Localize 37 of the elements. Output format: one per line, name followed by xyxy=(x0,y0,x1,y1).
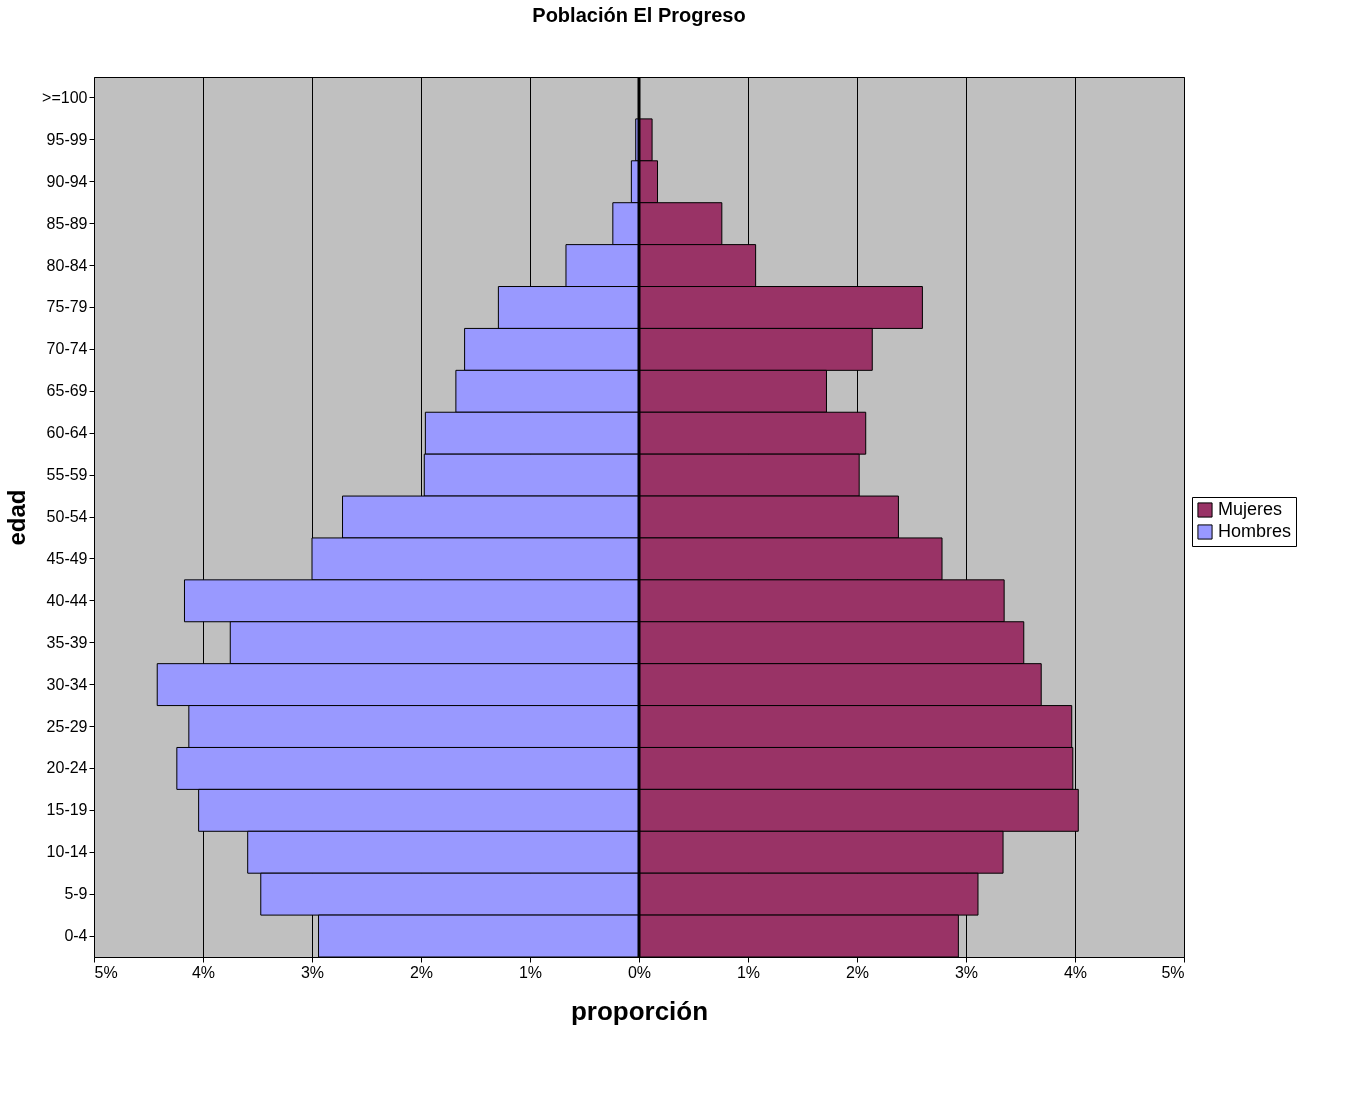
x-tick-label: 4% xyxy=(1063,963,1088,981)
y-tick-label: 55-59 xyxy=(46,466,88,484)
y-tick-label: 85-89 xyxy=(46,214,88,232)
y-tick-label: 95-99 xyxy=(46,130,88,148)
x-tick-label: 1% xyxy=(518,963,543,981)
x-tick-label: 4% xyxy=(191,963,216,981)
y-tick-label: 35-39 xyxy=(46,633,88,651)
y-tick-label: >=100 xyxy=(42,88,88,106)
y-tick-label: 70-74 xyxy=(46,340,88,358)
y-tick-label: 90-94 xyxy=(46,172,88,190)
legend-label: Hombres xyxy=(1218,521,1292,541)
y-tick-label: 15-19 xyxy=(46,801,88,819)
y-tick-label: 5-9 xyxy=(64,885,88,903)
x-tick-label: 2% xyxy=(845,963,870,981)
y-tick-label: 45-49 xyxy=(46,549,88,567)
x-tick-label: 1% xyxy=(736,963,761,981)
x-axis-title: proporción xyxy=(570,995,709,1026)
x-tick-label: 5% xyxy=(1161,963,1185,981)
legend-label: Mujeres xyxy=(1218,499,1283,519)
x-tick-label: 5% xyxy=(94,963,118,981)
y-tick-label: 60-64 xyxy=(46,424,88,442)
y-tick-label: 75-79 xyxy=(46,298,88,316)
y-tick-label: 25-29 xyxy=(46,717,88,735)
y-tick-label: 10-14 xyxy=(46,843,88,861)
y-tick-label: 65-69 xyxy=(46,382,88,400)
y-tick-label: 50-54 xyxy=(46,508,88,525)
x-tick-label: 2% xyxy=(409,963,434,981)
y-tick-label: 0-4 xyxy=(64,927,88,945)
chart-title: Población El Progreso xyxy=(532,3,746,26)
y-tick-label: 30-34 xyxy=(46,675,88,693)
x-tick-label: 0% xyxy=(627,963,652,981)
y-tick-label: 20-24 xyxy=(46,759,88,777)
x-tick-label: 3% xyxy=(954,963,979,981)
x-tick-label: 3% xyxy=(300,963,325,981)
y-axis-title: edad xyxy=(3,489,31,546)
y-tick-label: 80-84 xyxy=(46,256,88,274)
y-tick-label: 40-44 xyxy=(46,591,88,609)
